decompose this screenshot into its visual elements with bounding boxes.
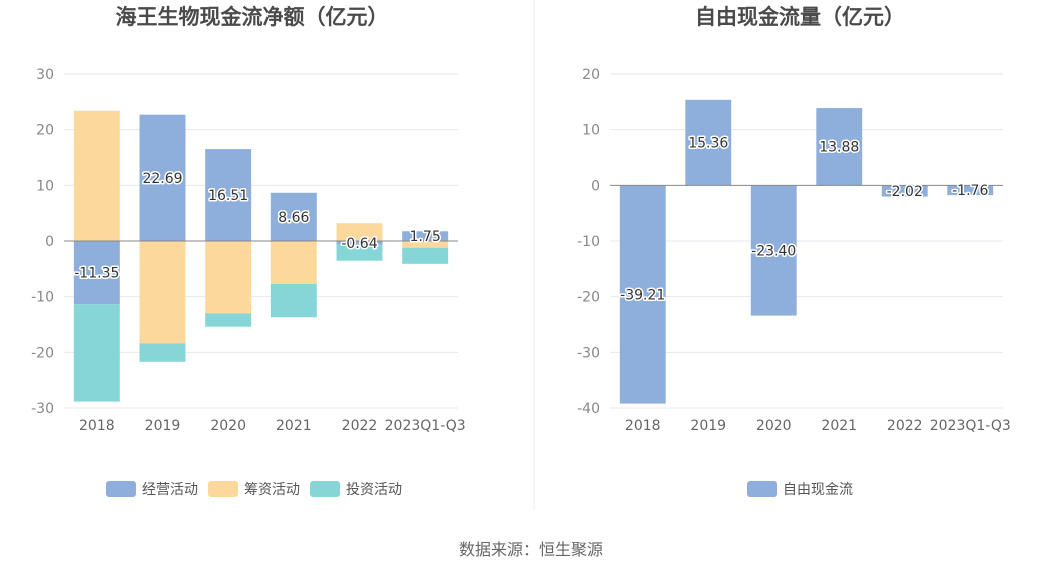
left-y-tick-label: -30 [31,401,54,417]
left-x-tick-label: 2022 [342,418,378,434]
right-chart-title: 自由现金流量（亿元） [695,5,905,29]
left-y-tick-label: -10 [31,290,54,306]
right-y-tick-label: -10 [577,234,600,250]
left-x-tick-label: 2020 [210,418,246,434]
left-x-tick-label: 2021 [276,418,312,434]
left-bar-2-2 [139,241,186,344]
right-y-tick-label: -20 [577,290,600,306]
left-legend-swatch [208,481,238,497]
right-x-tick-label: 2019 [690,418,726,434]
left-y-tick-label: -20 [31,345,54,361]
left-legend-label: 筹资活动 [244,481,300,498]
left-bar-3-2 [139,343,186,362]
left-data-label: -0.64 [341,236,377,252]
right-chart: 20 10 0 -10 -20 -30 -40 2018 2019 2020 2021 2022 202… [577,67,1011,498]
left-bar-2-5 [336,223,383,241]
right-x-tick-label: 2018 [625,418,661,434]
left-bar-3-1 [73,304,120,402]
left-bar-1-1 [73,241,120,305]
right-bar-1-3 [750,185,797,316]
left-bar-3-3 [205,313,252,327]
left-legend-label: 投资活动 [346,482,402,498]
right-x-tick-label: 2023Q1-Q3 [930,418,1011,434]
left-bar-1-4 [270,192,317,241]
right-bar-1-2 [685,99,732,186]
left-legend-label: 经营活动 [142,482,198,498]
left-bar-1-2 [139,114,186,241]
right-data-label: 15.36 [688,136,728,152]
left-bar-1-6 [402,231,449,241]
left-y-tick-label: 10 [36,178,54,194]
right-y-tick-label: -40 [577,401,600,417]
left-bar-3-5 [336,244,383,261]
left-data-label: 8.66 [278,210,309,226]
right-x-tick-label: 2022 [887,418,923,434]
left-data-label: 1.75 [410,229,441,245]
right-y-tick-label: 10 [582,123,600,139]
right-y-tick-label: -30 [577,345,600,361]
left-data-label: -11.35 [74,266,119,282]
right-data-label: -1.76 [952,183,988,199]
left-bar-1-3 [205,149,252,241]
right-legend-label: 自由现金流 [783,482,853,498]
left-legend-swatch [310,481,340,497]
left-chart: 30 20 10 0 -10 -20 -30 2018 2019 2020 2021 2022 2023… [31,67,466,498]
left-data-label: 16.51 [208,188,248,204]
right-data-label: -39.21 [620,287,665,303]
left-bar-2-1 [73,110,120,242]
left-data-label: 22.69 [142,171,182,187]
right-y-tick-label: 0 [591,178,600,194]
right-bar-1-1 [619,185,666,404]
left-chart-title: 海王生物现金流净额（亿元） [116,5,389,29]
right-y-tick-label: 20 [582,67,600,83]
right-data-label: -23.40 [751,243,796,259]
left-legend-swatch [106,481,136,497]
left-y-tick-label: 0 [45,234,54,250]
right-x-tick-label: 2021 [821,418,857,434]
data-source: 数据来源：恒生聚源 [459,540,603,559]
left-x-tick-label: 2019 [145,418,181,434]
left-x-tick-label: 2023Q1-Q3 [385,418,466,434]
right-bar-1-5 [881,185,928,197]
left-y-tick-label: 30 [36,67,54,83]
left-bar-2-4 [270,241,317,284]
left-bar-3-4 [270,283,317,318]
left-bar-1-5 [336,241,383,245]
left-bar-2-3 [205,241,252,314]
left-bar-3-6 [402,247,449,264]
right-x-tick-label: 2020 [756,418,792,434]
right-data-label: -2.02 [887,184,923,200]
left-y-tick-label: 20 [36,123,54,139]
left-bar-2-6 [402,241,449,248]
left-x-tick-label: 2018 [79,418,115,434]
right-data-label: 13.88 [819,140,859,156]
right-legend-swatch [747,481,777,497]
right-bar-1-4 [816,108,863,186]
right-bar-1-6 [947,185,994,196]
